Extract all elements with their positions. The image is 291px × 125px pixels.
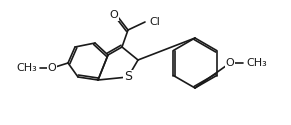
Text: O: O [110,10,118,20]
Text: O: O [226,58,234,68]
Text: O: O [48,63,56,73]
Text: CH₃: CH₃ [16,63,37,73]
Text: Cl: Cl [149,17,160,27]
Text: CH₃: CH₃ [246,58,267,68]
Text: S: S [124,70,132,84]
